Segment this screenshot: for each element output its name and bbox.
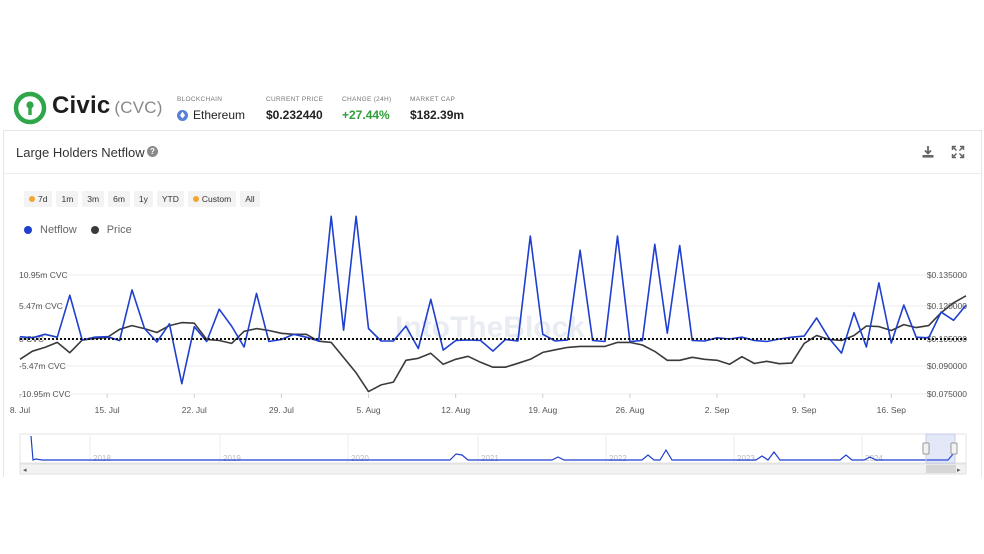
card-divider xyxy=(4,173,981,174)
current-price-value: $0.232440 xyxy=(266,108,323,122)
premium-dot-icon xyxy=(192,196,199,202)
navigator-series-line xyxy=(30,435,955,461)
stat-label: CURRENT PRICE xyxy=(266,96,324,103)
navigator-year-label: 2020 xyxy=(351,454,369,463)
y-right-tick-label: $0.105000 xyxy=(927,334,967,344)
legend-price[interactable]: Price xyxy=(90,224,132,236)
range-ytd-button[interactable]: YTD xyxy=(156,191,184,207)
x-tick-label: 15. Jul xyxy=(95,405,120,415)
navigator-year-label: 2021 xyxy=(481,454,499,463)
y-right-tick-label: $0.135000 xyxy=(927,270,967,280)
token-name-text: Civic xyxy=(52,92,111,119)
x-tick-label: 22. Jul xyxy=(182,405,207,415)
legend-price-label: Price xyxy=(106,224,132,236)
navigator-year-label: 2019 xyxy=(223,454,241,463)
range-1y-button[interactable]: 1y xyxy=(133,191,153,207)
y-right-tick-label: $0.075000 xyxy=(927,389,967,399)
token-ticker: (CVC) xyxy=(114,98,163,117)
change-24h-value: +27.44% xyxy=(342,108,390,122)
token-name: Civic (CVC) xyxy=(52,92,163,120)
scrollbar-thumb[interactable] xyxy=(926,465,956,473)
legend-netflow-label: Netflow xyxy=(40,224,77,236)
navigator-year-label: 2023 xyxy=(737,454,755,463)
x-tick-label: 16. Sep xyxy=(877,405,907,415)
scroll-left-icon[interactable]: ◂ xyxy=(23,466,27,474)
price-line xyxy=(19,295,967,393)
stat-value: Ethereum xyxy=(177,108,245,122)
navigator-frame xyxy=(19,433,967,464)
navigator-handle-left[interactable] xyxy=(922,442,930,455)
fullscreen-icon[interactable] xyxy=(951,145,965,159)
legend-netflow[interactable]: Netflow xyxy=(24,224,77,236)
range-label: All xyxy=(245,194,255,204)
range-selector: 7d 1m 3m 6m 1y YTD Custom All xyxy=(24,191,260,207)
scrollbar-track[interactable] xyxy=(19,463,967,475)
y-right-tick-label: $0.120000 xyxy=(927,301,967,311)
range-all-button[interactable]: All xyxy=(240,191,260,207)
card-title: Large Holders Netflow xyxy=(16,145,145,160)
netflow-line xyxy=(19,215,967,385)
netflow-card: Large Holders Netflow ? 7d 1m 3m 6m 1y Y… xyxy=(3,130,982,477)
stat-label: BLOCKCHAIN xyxy=(177,96,223,103)
x-tick-label: 12. Aug xyxy=(441,405,470,415)
download-icon[interactable] xyxy=(921,145,935,159)
stat-current-price: CURRENT PRICE $0.232440 xyxy=(266,96,323,122)
range-label: 6m xyxy=(113,194,125,204)
range-1m-button[interactable]: 1m xyxy=(56,191,79,207)
y-left-tick-label: -10.95m CVC xyxy=(19,389,71,399)
x-tick-label: 29. Jul xyxy=(269,405,294,415)
legend-netflow-dot xyxy=(24,226,32,234)
range-6m-button[interactable]: 6m xyxy=(108,191,130,207)
range-label: 1y xyxy=(138,194,148,204)
range-label: 7d xyxy=(38,194,48,204)
x-tick-label: 8. Jul xyxy=(10,405,30,415)
x-tick-label: 2. Sep xyxy=(705,405,730,415)
stat-label: MARKET CAP xyxy=(410,96,456,103)
navigator-year-label: 2022 xyxy=(609,454,627,463)
range-label: Custom xyxy=(201,194,232,204)
navigator-year-label: 2018 xyxy=(93,454,111,463)
range-label: 1m xyxy=(61,194,74,204)
y-left-tick-label: 10.95m CVC xyxy=(19,270,68,280)
premium-dot-icon xyxy=(29,196,35,202)
stat-label: CHANGE (24H) xyxy=(342,96,392,103)
y-left-tick-label: 0 CVC xyxy=(19,334,44,344)
stat-change-24h: CHANGE (24H) +27.44% xyxy=(342,96,391,122)
scroll-right-icon[interactable]: ▸ xyxy=(957,466,961,474)
range-custom-button[interactable]: Custom xyxy=(187,191,237,207)
range-label: 3m xyxy=(87,194,100,204)
blockchain-value: Ethereum xyxy=(193,108,246,122)
civic-logo-icon xyxy=(13,91,47,125)
token-header: Civic (CVC) BLOCKCHAIN Ethereum CURRENT P… xyxy=(0,86,984,130)
range-label: YTD xyxy=(161,194,179,204)
x-tick-label: 26. Aug xyxy=(615,405,644,415)
market-cap-value: $182.39m xyxy=(410,108,465,122)
ethereum-icon xyxy=(177,109,188,121)
y-right-tick-label: $0.090000 xyxy=(927,361,967,371)
stat-blockchain: BLOCKCHAIN Ethereum xyxy=(177,96,245,122)
x-tick-label: 19. Aug xyxy=(528,405,557,415)
x-tick-label: 5. Aug xyxy=(356,405,380,415)
legend-price-dot xyxy=(90,226,99,234)
y-left-tick-label: 5.47m CVC xyxy=(19,301,63,311)
range-3m-button[interactable]: 3m xyxy=(82,191,105,207)
navigator-handle-right[interactable] xyxy=(950,442,958,455)
x-tick-label: 9. Sep xyxy=(792,405,817,415)
help-icon[interactable]: ? xyxy=(147,146,158,157)
stat-market-cap: MARKET CAP $182.39m xyxy=(410,96,464,122)
range-7d-button[interactable]: 7d xyxy=(24,191,53,207)
y-left-tick-label: -5.47m CVC xyxy=(19,361,66,371)
chart-legend: Netflow Price xyxy=(24,224,132,236)
